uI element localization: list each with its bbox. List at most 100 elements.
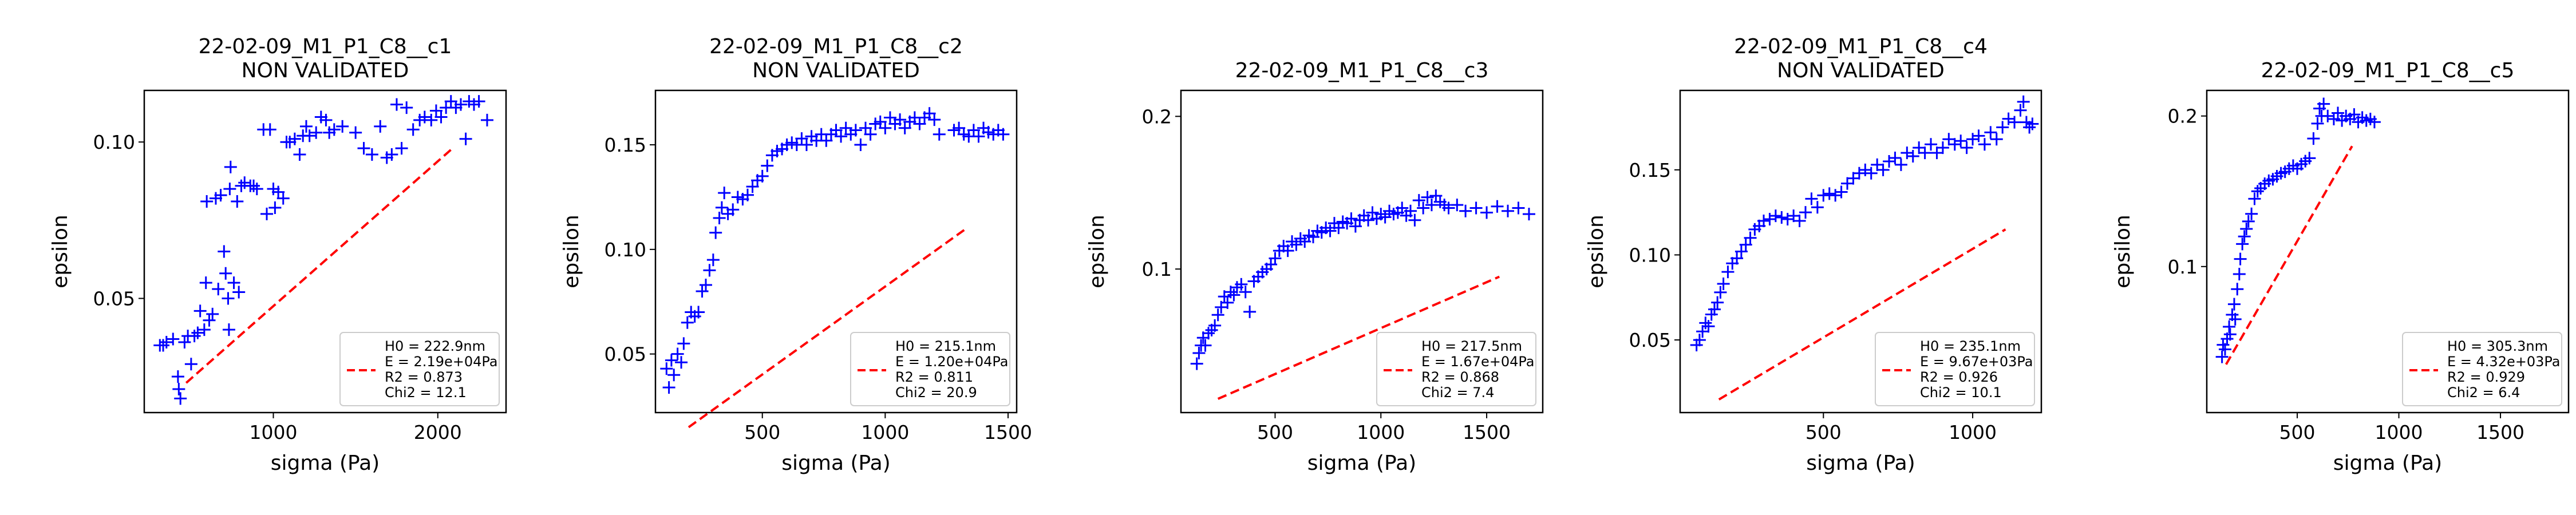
data-point — [713, 212, 726, 225]
data-point — [761, 159, 774, 172]
data-point — [1739, 238, 1752, 251]
data-point — [835, 130, 848, 143]
x-tick-label: 1000 — [250, 421, 298, 443]
data-point — [222, 323, 235, 336]
x-tick-label: 1000 — [2375, 421, 2423, 443]
chart-title-line: 22-02-09_M1_P1_C8__c2 — [709, 35, 963, 58]
data-point — [293, 148, 306, 161]
chart-title-line: 22-02-09_M1_P1_C8__c4 — [1734, 35, 1988, 58]
data-point — [1901, 146, 1914, 160]
data-point — [336, 120, 349, 133]
data-point — [2026, 117, 2039, 130]
data-point — [1823, 187, 1836, 200]
x-axis-label: sigma (Pa) — [781, 451, 890, 475]
legend-text: H0 = 305.3nm — [2447, 338, 2548, 354]
data-point — [459, 132, 472, 145]
data-point — [1502, 204, 1515, 217]
data-point — [480, 113, 493, 126]
data-point — [2240, 223, 2253, 236]
data-point — [199, 276, 212, 290]
y-tick-label: 0.1 — [1142, 258, 1172, 280]
data-point — [2251, 185, 2264, 198]
legend-text: H0 = 215.1nm — [895, 338, 996, 354]
data-point — [1522, 208, 1535, 221]
data-point — [1871, 158, 1884, 171]
data-point — [2233, 267, 2246, 280]
legend-text: R2 = 0.926 — [1920, 369, 1998, 385]
data-point — [1412, 194, 1425, 207]
y-axis-label: epsilon — [2111, 215, 2135, 288]
legend-text: E = 1.67e+04Pa — [1421, 354, 1534, 370]
data-point — [425, 113, 438, 126]
data-point — [2215, 350, 2229, 363]
legend-box — [339, 332, 500, 406]
data-point — [662, 381, 675, 394]
fit-line — [1217, 275, 1500, 400]
data-point — [1227, 288, 1240, 302]
data-point — [2332, 106, 2345, 120]
data-point — [1936, 141, 1949, 154]
legend-text: Chi2 = 12.1 — [385, 385, 467, 401]
y-tick-label: 0.2 — [1142, 105, 1172, 128]
data-point — [1690, 338, 1703, 351]
legend-text: H0 = 217.5nm — [1421, 338, 1522, 354]
data-point — [390, 98, 403, 111]
y-tick-label: 0.10 — [605, 239, 646, 261]
data-point — [1714, 286, 1727, 299]
data-point — [2234, 252, 2247, 266]
data-point — [263, 123, 276, 136]
data-point — [849, 124, 862, 137]
data-point — [1281, 244, 1294, 258]
data-point — [1960, 141, 1973, 154]
legend-text: H0 = 235.1nm — [1920, 338, 2021, 354]
x-axis-label: sigma (Pa) — [2333, 451, 2442, 475]
chart-title-line: 22-02-09_M1_P1_C8__c3 — [1235, 59, 1489, 82]
data-point — [157, 339, 170, 352]
data-point — [1480, 206, 1494, 219]
data-point — [472, 95, 485, 108]
data-point — [1864, 167, 1878, 180]
data-point — [2008, 116, 2021, 129]
data-point — [1735, 245, 1748, 258]
data-point — [2218, 343, 2231, 356]
data-point — [400, 101, 413, 114]
data-point — [1913, 141, 1926, 154]
legend-text: Chi2 = 7.4 — [1421, 385, 1494, 401]
axes-frame — [1180, 89, 1544, 414]
legend-text: R2 = 0.811 — [895, 369, 973, 385]
data-point — [1894, 158, 1907, 171]
chart-title-line: 22-02-09_M1_P1_C8__c5 — [2261, 59, 2515, 82]
chart-title-line: NON VALIDATED — [1777, 59, 1945, 82]
data-point — [395, 142, 408, 155]
data-point — [250, 183, 263, 196]
data-point — [455, 98, 467, 111]
data-point — [319, 113, 333, 126]
chart-title-line: NON VALIDATED — [242, 59, 409, 82]
chart-title-line: 22-02-09_M1_P1_C8__c1 — [199, 35, 452, 58]
data-point — [193, 304, 207, 318]
data-point — [1491, 200, 1504, 213]
data-point — [894, 113, 907, 126]
axes-frame — [654, 89, 1018, 414]
data-point — [1512, 201, 1525, 215]
data-point — [1918, 146, 1931, 160]
data-point — [288, 132, 301, 145]
data-point — [703, 264, 716, 277]
data-point — [2223, 320, 2236, 334]
data-point — [268, 201, 282, 214]
data-point — [1841, 177, 1854, 190]
data-point — [928, 113, 941, 126]
y-axis-label: epsilon — [560, 215, 583, 288]
data-point — [184, 358, 197, 371]
legend-box — [1875, 332, 2035, 406]
data-point — [709, 226, 722, 239]
data-point — [1190, 357, 1203, 370]
data-point — [864, 128, 877, 141]
data-point — [667, 369, 681, 382]
data-point — [1202, 327, 1215, 340]
data-point — [1906, 150, 1919, 163]
